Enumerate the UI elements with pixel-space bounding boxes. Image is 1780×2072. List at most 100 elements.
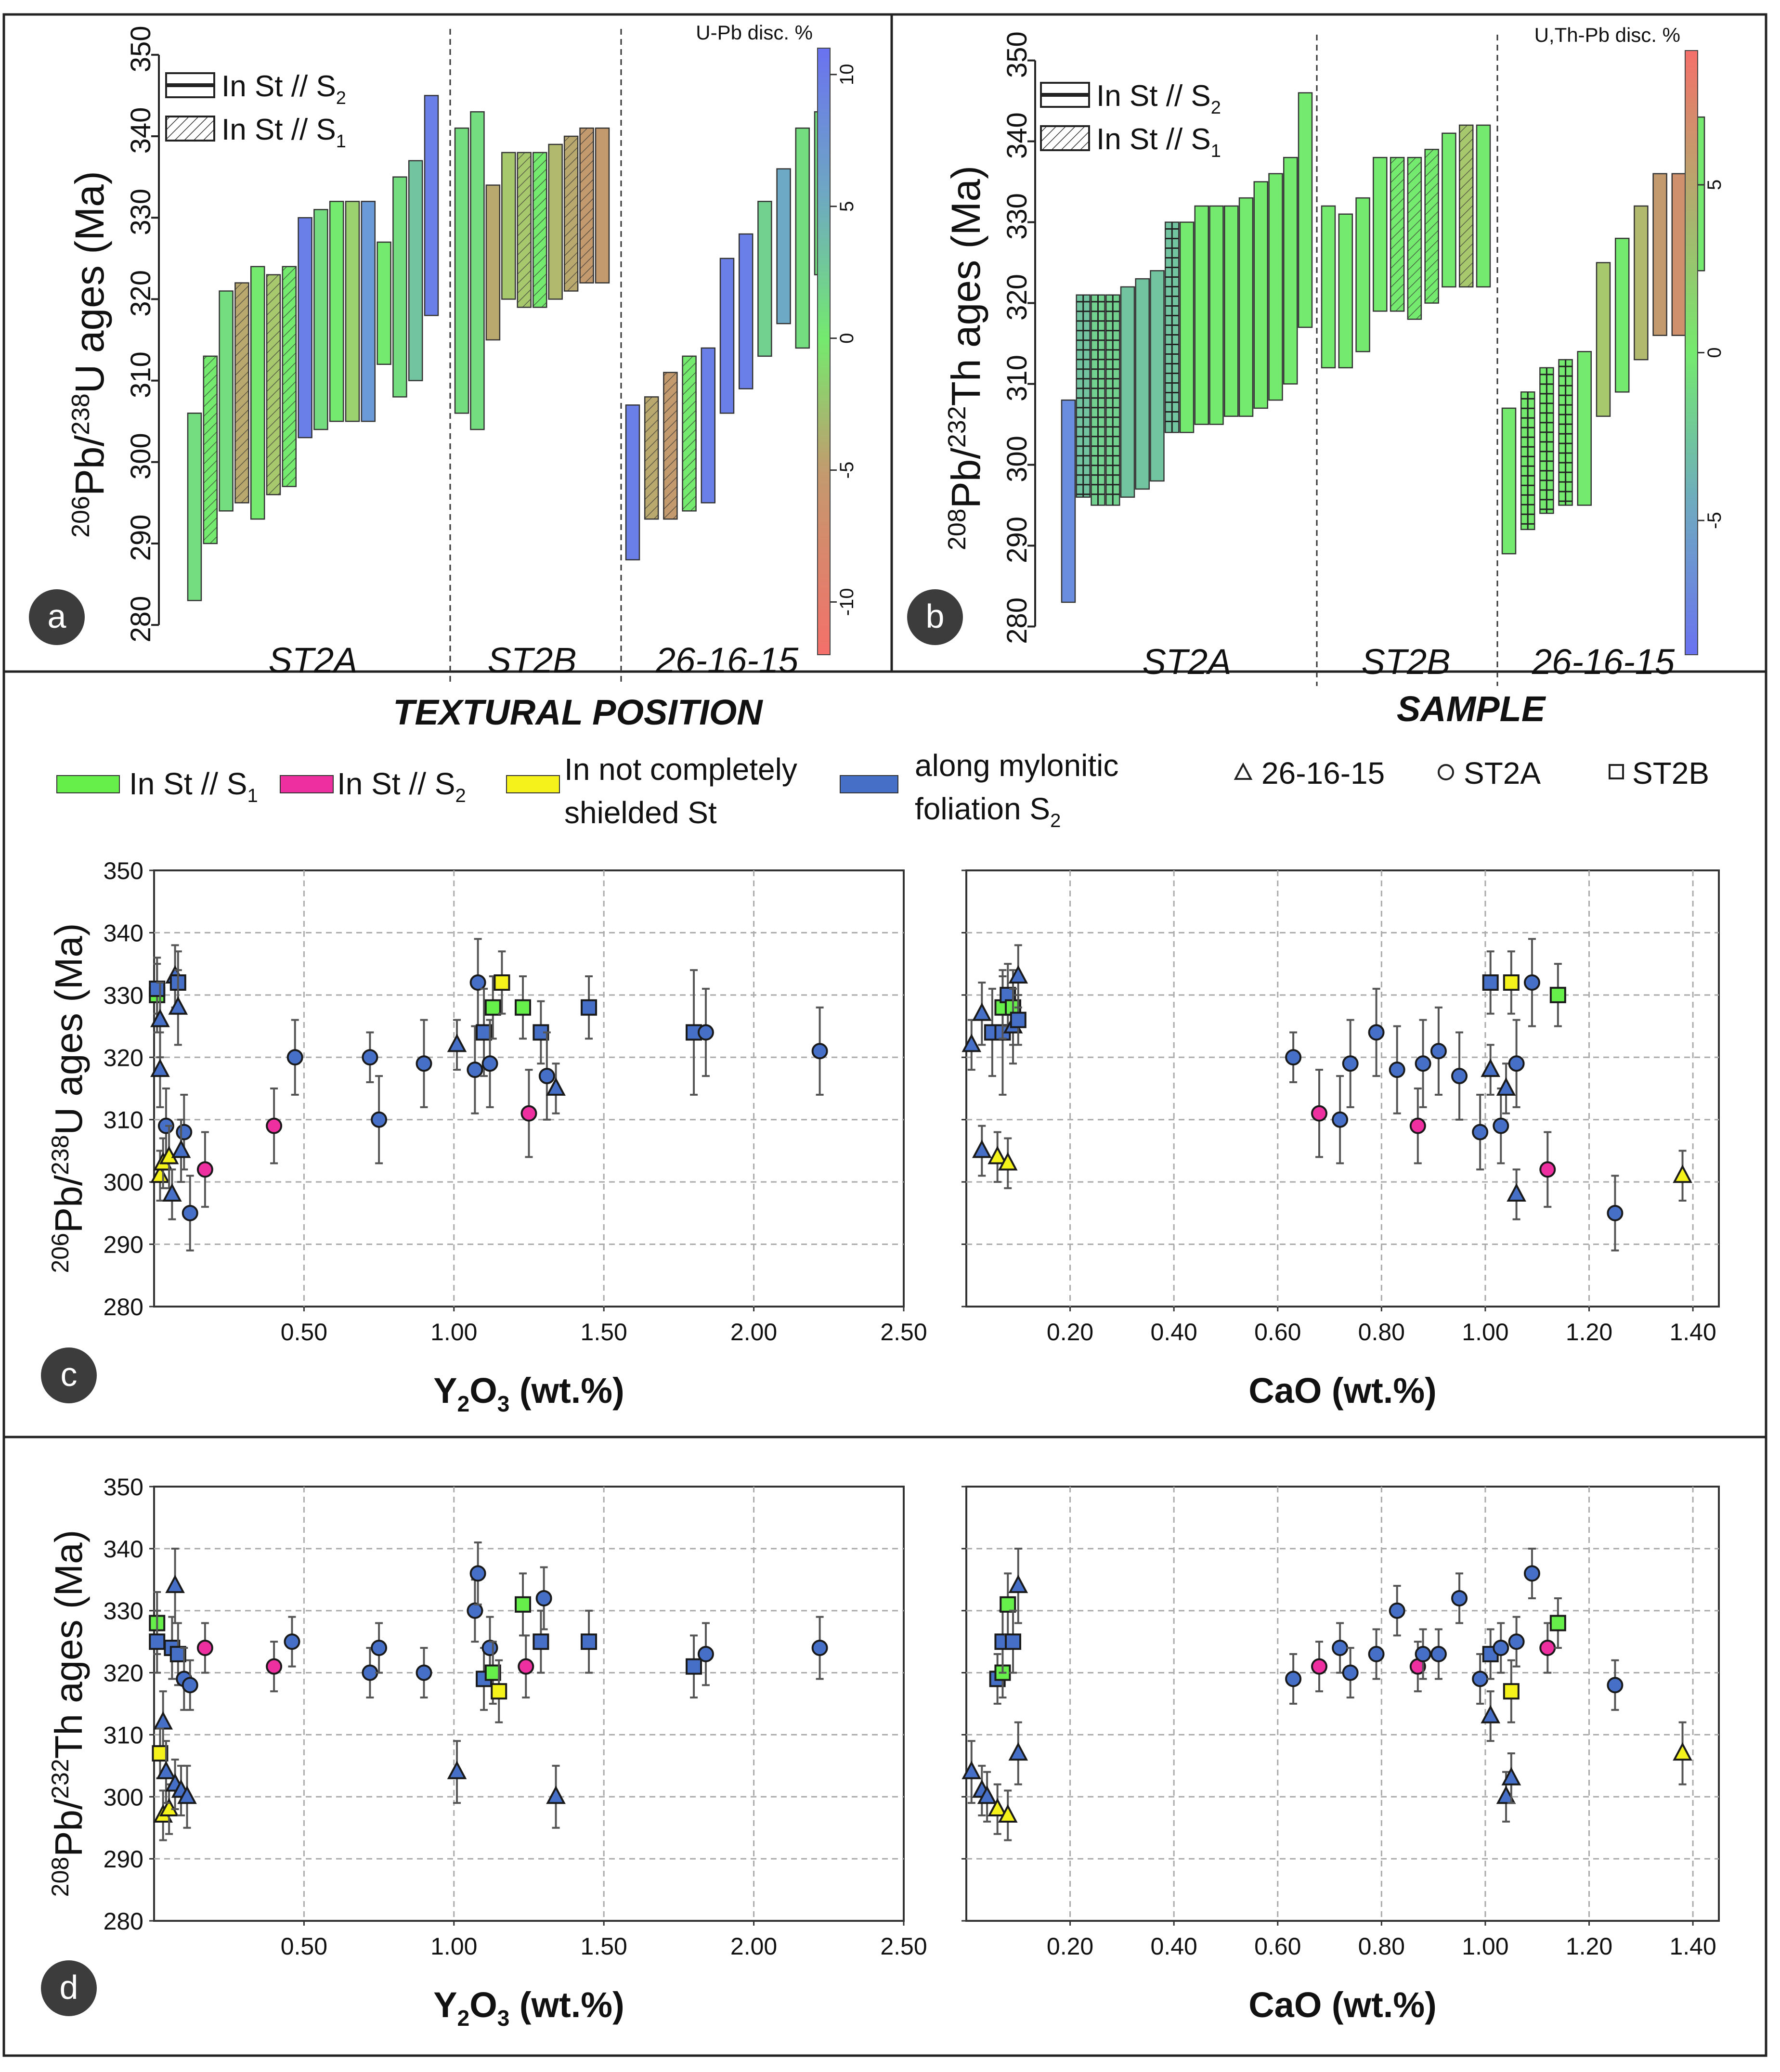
data-point-circle xyxy=(467,1062,483,1078)
data-point-circle xyxy=(1472,1124,1489,1140)
legend-swatch-s2 xyxy=(280,775,334,793)
legend-label-s1-sub: 1 xyxy=(1211,141,1221,161)
age-bar xyxy=(1209,205,1224,425)
data-point-triangle xyxy=(156,1761,176,1779)
data-point-square xyxy=(1503,1683,1520,1700)
x-label-part: Y xyxy=(433,1985,457,2025)
x-tick-label: 0.60 xyxy=(1254,1319,1301,1346)
data-point-square xyxy=(1005,1633,1022,1650)
data-point-triangle xyxy=(972,1002,992,1021)
data-point-circle xyxy=(1368,1645,1385,1662)
y-tick-label: 290 xyxy=(1001,517,1033,563)
x-tick-label: 2.50 xyxy=(880,1319,927,1346)
age-bar xyxy=(424,95,439,316)
data-point-square xyxy=(149,1633,166,1650)
data-point-circle xyxy=(266,1117,283,1134)
x-label-sub: 3 xyxy=(497,1391,510,1416)
y-label-sup2: 232 xyxy=(943,406,971,448)
x-tick-label: 1.00 xyxy=(430,1319,477,1346)
data-point-square xyxy=(491,1683,507,1700)
legend-label-mylonitic-1: along mylonitic xyxy=(915,748,1118,783)
data-point-circle xyxy=(1389,1602,1405,1619)
age-bar-hatch xyxy=(564,136,578,291)
age-bar xyxy=(1442,132,1456,288)
data-point-triangle xyxy=(998,1804,1018,1823)
data-point-circle xyxy=(1523,1565,1540,1582)
data-point-square xyxy=(484,1664,501,1681)
age-bar xyxy=(1150,270,1165,482)
data-point-square xyxy=(533,1633,549,1650)
y-label-text: Pb/ xyxy=(943,448,988,509)
y-tick-label: 300 xyxy=(104,1169,143,1196)
data-point-circle xyxy=(535,1590,552,1606)
y-label-rest: U ages (Ma) xyxy=(47,923,90,1135)
data-point-circle xyxy=(196,1161,213,1178)
data-point-circle xyxy=(182,1677,198,1694)
legend-label-s1: In St // S1 xyxy=(129,766,258,806)
x-tick-label: 0.80 xyxy=(1358,1933,1405,1960)
age-bar-hatch xyxy=(1407,157,1421,320)
data-point-circle xyxy=(520,1105,537,1122)
age-bar xyxy=(1268,173,1283,401)
age-bar xyxy=(548,143,563,300)
data-point-triangle xyxy=(447,1761,467,1779)
legend-square-marker xyxy=(1609,764,1624,779)
legend-label-s2: In St // S2 xyxy=(337,766,466,806)
age-bar xyxy=(719,258,735,414)
y-tick-label: 280 xyxy=(104,1294,143,1321)
legend-circle-marker xyxy=(1438,764,1454,780)
x-tick-label: 1.20 xyxy=(1566,1933,1612,1960)
x-tick-label: 0.20 xyxy=(1047,1319,1093,1346)
data-point-square xyxy=(484,999,501,1016)
data-point-square xyxy=(1010,1011,1026,1028)
data-point-triangle xyxy=(1008,1574,1028,1593)
data-point-circle xyxy=(1332,1640,1349,1657)
legend-swatch-not-shielded xyxy=(506,775,560,793)
age-bar-hatch xyxy=(203,356,217,544)
svg-text:b: b xyxy=(926,597,945,635)
group-label: ST2B xyxy=(1361,642,1450,682)
age-bar xyxy=(187,413,202,601)
y-axis-label: 208Pb/232Th ages (Ma) xyxy=(47,1530,90,1897)
panel-c-y2o3-scatter: 0.50 1.00 1.50 2.00 2.50 280 290 300 310 320 330 34… xyxy=(47,857,927,1416)
data-point-circle xyxy=(1493,1640,1509,1657)
age-bar-hatch xyxy=(663,372,677,519)
colorbar-tick-label: -5 xyxy=(1704,512,1725,529)
y-tick-label: 310 xyxy=(1001,355,1033,401)
data-point-circle xyxy=(1285,1049,1302,1066)
legend-label-s2-main: In St // S xyxy=(1096,79,1211,113)
y-tick-label: 310 xyxy=(125,351,156,398)
age-bar-hatch xyxy=(267,274,280,495)
age-bar xyxy=(1224,205,1239,417)
data-point-circle xyxy=(1451,1590,1468,1606)
age-bar-hatch xyxy=(517,152,531,308)
x-label-part: Y xyxy=(433,1371,457,1411)
age-bar xyxy=(1476,124,1491,288)
x-tick-label: 0.50 xyxy=(281,1933,327,1960)
y-label-rest: Th ages (Ma) xyxy=(943,166,988,406)
data-point-square xyxy=(581,1633,598,1650)
age-bar xyxy=(1321,205,1336,369)
data-point-circle xyxy=(481,1640,498,1657)
age-bar xyxy=(1253,181,1268,409)
y-tick-label: 350 xyxy=(104,857,143,884)
data-point-circle xyxy=(196,1640,213,1657)
group-label: 26-16-15 xyxy=(655,640,799,680)
data-point-triangle xyxy=(165,1574,185,1593)
x-tick-label: 1.00 xyxy=(430,1933,477,1960)
age-bar xyxy=(1120,286,1135,498)
colorbar-tick-label: 10 xyxy=(836,64,858,86)
data-point-triangle xyxy=(977,1786,997,1804)
x-label-part: O xyxy=(469,1985,497,2025)
y-tick-label: 310 xyxy=(104,1107,143,1134)
data-point-triangle xyxy=(150,1164,170,1183)
x-tick-label: 2.50 xyxy=(880,1933,927,1960)
y-label-sup2: 238 xyxy=(67,393,95,435)
data-point-circle xyxy=(1311,1658,1327,1675)
data-point-triangle xyxy=(546,1077,566,1096)
data-point-circle xyxy=(371,1111,388,1128)
y-label-sup2: 232 xyxy=(47,1759,74,1799)
age-bar xyxy=(701,347,716,504)
x-label-part: CaO (wt.%) xyxy=(1248,1371,1437,1411)
x-label-part: O xyxy=(469,1371,497,1411)
